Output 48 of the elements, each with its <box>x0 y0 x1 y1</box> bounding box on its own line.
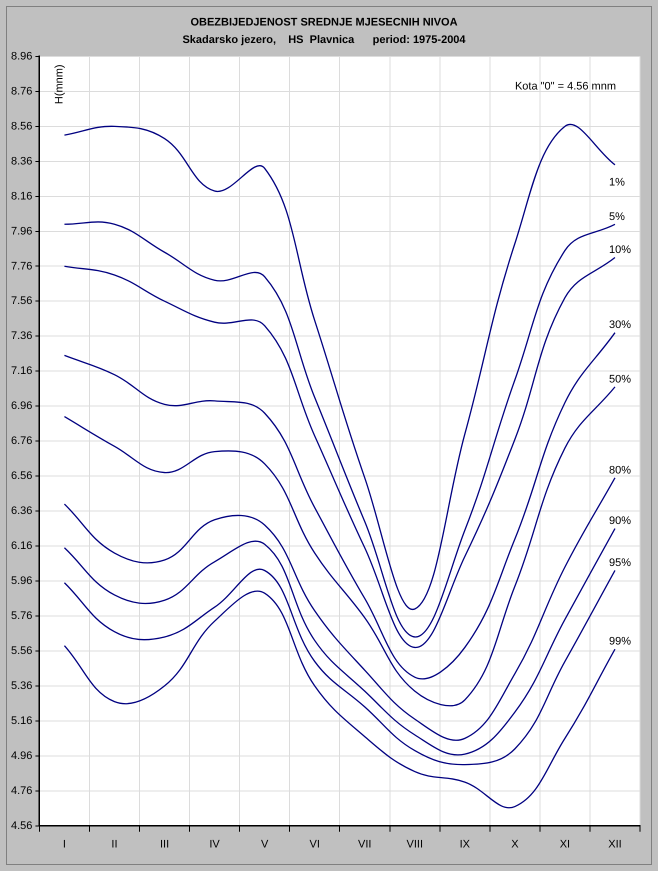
y-tick-label: 7.76 <box>10 260 32 272</box>
y-tick-label: 6.36 <box>10 505 32 518</box>
x-tick-label: VIII <box>406 838 424 850</box>
series-label: 90% <box>608 515 632 528</box>
y-tick-label: 5.76 <box>10 610 32 622</box>
chart-title: OBEZBIJEDJENOST SREDNJE MJESECNIH NIVOA <box>190 16 458 29</box>
series-label: 95% <box>608 557 632 570</box>
y-tick-label: 7.56 <box>10 295 32 308</box>
y-tick-label: 8.96 <box>10 50 32 62</box>
series-label: 50% <box>608 373 632 386</box>
annotation: Kota "0" = 4.56 mnm <box>514 80 616 92</box>
y-tick-label: 4.56 <box>10 820 32 832</box>
x-tick-label: XI <box>560 838 570 850</box>
series-label: 5% <box>608 210 626 223</box>
x-tick-label: XII <box>608 838 622 850</box>
y-tick-label: 7.16 <box>10 365 32 378</box>
y-tick-label: 8.76 <box>10 85 32 98</box>
y-axis-title: H(mnm) <box>53 64 66 104</box>
y-tick-label: 8.16 <box>10 190 32 202</box>
y-tick-label: 8.36 <box>10 155 32 168</box>
series-label: 30% <box>608 319 632 332</box>
y-tick-label: 4.76 <box>10 784 32 797</box>
series-label: 80% <box>608 464 632 476</box>
y-tick-label: 7.96 <box>10 225 32 238</box>
y-tick-label: 6.76 <box>10 435 32 448</box>
chart-subtitle: Skadarsko jezero, HS Plavnica period: 1975-2004 <box>182 34 466 46</box>
series-label: 1% <box>608 176 626 188</box>
x-tick-label: IX <box>460 838 471 850</box>
x-tick-label: X <box>511 838 520 850</box>
x-tick-label: IV <box>209 838 220 850</box>
y-tick-label: 5.96 <box>10 575 32 588</box>
y-tick-label: 6.56 <box>10 470 32 482</box>
y-tick-label: 6.16 <box>10 540 32 552</box>
y-tick-label: 4.96 <box>10 750 32 762</box>
series-label: 10% <box>608 244 632 256</box>
y-tick-label: 5.56 <box>10 644 32 657</box>
x-tick-label: II <box>111 838 118 850</box>
y-tick-label: 6.96 <box>10 400 32 412</box>
y-tick-label: 5.16 <box>10 714 32 727</box>
series-label: 99% <box>608 636 632 648</box>
x-tick-label: VI <box>309 838 320 850</box>
x-tick-label: V <box>260 838 269 850</box>
x-tick-label: VII <box>358 838 372 850</box>
y-tick-label: 8.56 <box>10 120 32 132</box>
x-tick-label: I <box>62 838 66 850</box>
x-tick-label: III <box>160 838 170 850</box>
y-tick-label: 7.36 <box>10 330 32 342</box>
y-tick-label: 5.36 <box>10 680 32 692</box>
